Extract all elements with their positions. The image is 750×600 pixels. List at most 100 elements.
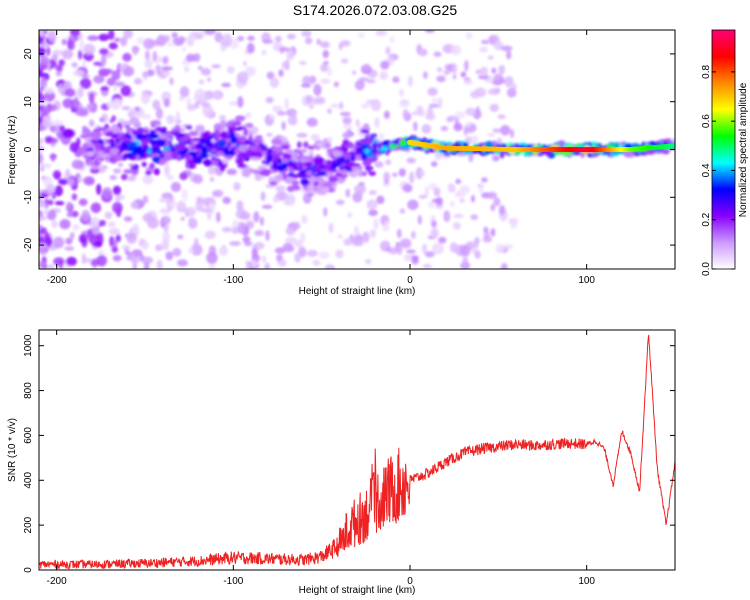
spectrogram-noise-blob bbox=[156, 259, 163, 269]
spectrogram-noise-blob bbox=[286, 33, 296, 40]
spectrogram-noise-blob bbox=[200, 102, 211, 108]
spectrogram-ridge-blob bbox=[105, 155, 110, 163]
spectrogram-noise-blob bbox=[75, 109, 88, 117]
spectrogram-noise-blob bbox=[109, 175, 117, 180]
spectrogram-noise-blob bbox=[46, 184, 56, 193]
spectrogram-ridge-blob bbox=[275, 185, 286, 193]
spectrogram-noise-blob bbox=[453, 123, 463, 132]
spectrogram-noise-blob bbox=[39, 77, 48, 89]
spectrogram-noise-blob bbox=[424, 186, 429, 198]
spectrogram-noise-blob bbox=[66, 201, 72, 211]
colorbar-tick-label: 0.8 bbox=[701, 64, 712, 78]
spectrogram-noise-blob bbox=[305, 37, 313, 45]
spectrogram-noise-blob bbox=[155, 244, 163, 252]
spectrogram-noise-blob bbox=[487, 88, 500, 95]
spectrogram-noise-blob bbox=[500, 45, 513, 52]
spectrogram-noise-blob bbox=[233, 182, 241, 191]
spectrogram-ridge-blob bbox=[124, 152, 134, 159]
spectrogram-ridge-blob bbox=[366, 157, 378, 162]
spectrogram-noise-blob bbox=[431, 220, 437, 228]
spectrogram-noise-blob bbox=[178, 95, 185, 101]
spectrogram-noise-blob bbox=[200, 208, 213, 213]
spectrogram-noise-blob bbox=[48, 30, 57, 43]
spectrogram-noise-blob bbox=[43, 114, 52, 122]
spectrogram-ridge-blob bbox=[162, 146, 171, 151]
spectrogram-noise-blob bbox=[132, 223, 140, 236]
spectrogram-ridge-blob bbox=[249, 169, 259, 174]
spectrogram-ridge-blob bbox=[288, 167, 294, 174]
spectrogram-noise-blob bbox=[86, 103, 93, 110]
spectrogram-noise-blob bbox=[417, 214, 422, 225]
spectrogram-noise-blob bbox=[366, 79, 376, 84]
spectrogram-noise-blob bbox=[232, 220, 240, 228]
spectrogram-noise-blob bbox=[306, 117, 318, 127]
spectrogram-noise-blob bbox=[226, 168, 237, 175]
spectrogram-noise-blob bbox=[152, 50, 157, 62]
spectrogram-noise-blob bbox=[375, 30, 388, 36]
spectrogram-ridge-blob bbox=[277, 164, 285, 172]
spectrogram-noise-blob bbox=[221, 82, 232, 88]
colorbar-gradient bbox=[711, 29, 736, 270]
spectrogram-noise-blob bbox=[52, 49, 64, 56]
spectrogram-ridge-blob bbox=[248, 134, 253, 143]
spectrogram-noise-blob bbox=[100, 219, 106, 227]
spectrogram-noise-blob bbox=[120, 85, 132, 97]
spectrogram-noise-blob bbox=[158, 197, 170, 203]
spectrogram-noise-blob bbox=[497, 114, 506, 120]
spectrogram-noise-blob bbox=[186, 35, 195, 47]
spectrogram-noise-blob bbox=[399, 100, 410, 108]
spectrogram-noise-blob bbox=[39, 260, 45, 269]
spectrogram-noise-blob bbox=[140, 92, 151, 104]
spectrogram-noise-blob bbox=[338, 101, 344, 110]
spectrogram-ridge-segment bbox=[672, 143, 675, 149]
spectrogram-ridge-blob bbox=[147, 148, 152, 155]
x-tick-label: -100 bbox=[223, 576, 243, 587]
spectrogram-noise-blob bbox=[90, 202, 102, 214]
spectrogram-ridge-blob bbox=[188, 130, 199, 137]
spectrogram-noise-blob bbox=[402, 183, 413, 193]
spectrogram-noise-blob bbox=[101, 187, 113, 199]
spectrogram-ridge-blob bbox=[364, 138, 374, 145]
spectrogram-noise-blob bbox=[489, 35, 495, 46]
spectrogram-noise-blob bbox=[399, 88, 405, 97]
spectrogram-noise-blob bbox=[77, 177, 85, 182]
spectrogram-noise-blob bbox=[464, 59, 469, 72]
spectrogram-ridge-blob bbox=[297, 141, 302, 149]
y-tick-label: 20 bbox=[23, 48, 34, 60]
spectrogram-noise-blob bbox=[491, 80, 503, 86]
spectrogram-noise-blob bbox=[436, 75, 446, 83]
spectrogram-noise-blob bbox=[253, 211, 260, 223]
spectrogram-ridge-blob bbox=[123, 169, 134, 174]
spectrogram-noise-blob bbox=[491, 67, 497, 74]
spectrogram-noise-blob bbox=[166, 114, 175, 125]
spectrogram-ridge-blob bbox=[336, 156, 346, 164]
spectrogram-ridge-blob bbox=[306, 189, 312, 194]
spectrogram-noise-blob bbox=[320, 41, 330, 49]
spectrogram-ridge-blob bbox=[316, 189, 327, 195]
spectrogram-ridge-blob bbox=[145, 170, 152, 176]
spectrogram-noise-blob bbox=[69, 232, 75, 240]
spectrogram-noise-blob bbox=[111, 70, 121, 81]
spectrogram-noise-blob bbox=[222, 33, 233, 46]
spectrogram-ridge-blob bbox=[363, 149, 371, 153]
spectrogram-noise-blob bbox=[483, 226, 489, 233]
spectrogram-noise-blob bbox=[182, 46, 187, 52]
spectrogram-noise-blob bbox=[403, 254, 412, 262]
spectrogram-noise-blob bbox=[114, 98, 123, 109]
spectrogram-noise-blob bbox=[392, 76, 400, 83]
spectrogram-noise-blob bbox=[345, 188, 351, 198]
spectrogram-noise-blob bbox=[460, 71, 467, 78]
spectrogram-noise-blob bbox=[164, 164, 170, 177]
spectrogram-noise-blob bbox=[443, 69, 451, 76]
spectrogram-ridge-blob bbox=[168, 130, 176, 135]
spectrogram-noise-blob bbox=[318, 251, 330, 259]
spectrogram-ridge-blob bbox=[200, 146, 208, 154]
spectrogram-noise-blob bbox=[39, 163, 52, 169]
spectrogram-noise-blob bbox=[39, 94, 46, 103]
spectrogram-noise-blob bbox=[385, 159, 392, 166]
spectrogram-noise-blob bbox=[339, 111, 351, 117]
spectrogram-noise-blob bbox=[112, 201, 123, 214]
spectrogram-noise-blob bbox=[162, 231, 171, 243]
spectrogram-noise-blob bbox=[272, 105, 283, 113]
spectrogram-ridge-blob bbox=[254, 173, 262, 181]
